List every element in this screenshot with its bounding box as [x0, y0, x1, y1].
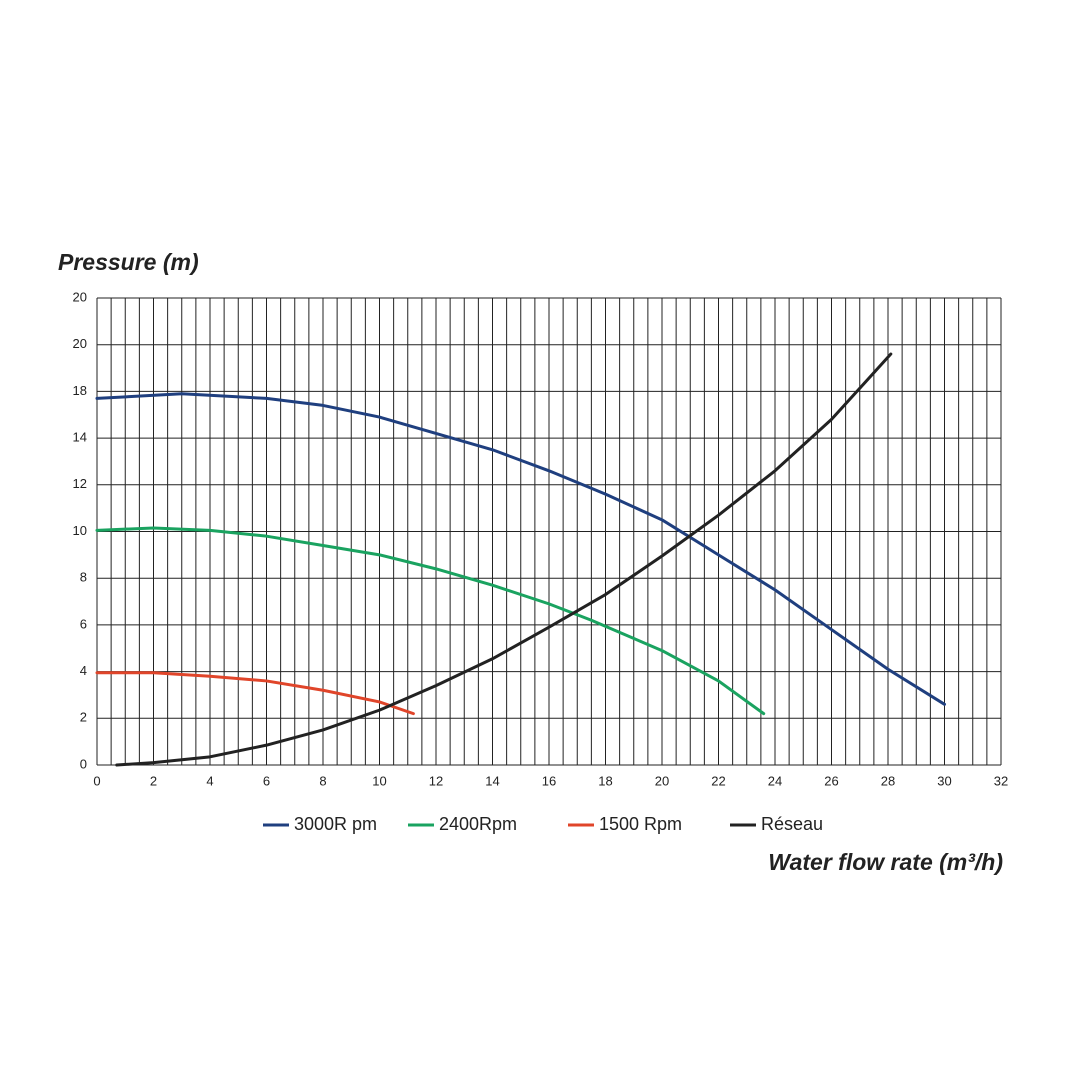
- x-tick-label: 6: [263, 773, 270, 788]
- y-tick-label: 10: [73, 523, 87, 538]
- x-tick-label: 8: [319, 773, 326, 788]
- x-tick-label: 32: [994, 773, 1008, 788]
- y-tick-label: 14: [73, 430, 87, 445]
- legend-label: 2400Rpm: [439, 814, 517, 834]
- legend-label: 3000R pm: [294, 814, 377, 834]
- y-tick-label: 0: [80, 756, 87, 771]
- x-tick-label: 22: [711, 773, 725, 788]
- x-tick-label: 10: [372, 773, 386, 788]
- x-tick-label: 18: [598, 773, 612, 788]
- x-tick-label: 24: [768, 773, 782, 788]
- x-tick-label: 16: [542, 773, 556, 788]
- x-tick-label: 14: [485, 773, 499, 788]
- x-tick-label: 0: [93, 773, 100, 788]
- x-tick-label: 4: [206, 773, 213, 788]
- y-tick-label: 8: [80, 570, 87, 585]
- y-tick-label: 20: [73, 336, 87, 351]
- series-line: [95, 392, 946, 706]
- y-tick-label: 6: [80, 616, 87, 631]
- legend-label: 1500 Rpm: [599, 814, 682, 834]
- y-tick-label: 20: [73, 289, 87, 304]
- legend-label: Réseau: [761, 814, 823, 834]
- x-tick-label: 28: [881, 773, 895, 788]
- series-line: [115, 352, 893, 767]
- x-tick-label: 20: [655, 773, 669, 788]
- y-axis-title: Pressure (m): [58, 249, 199, 275]
- series-line: [95, 671, 415, 716]
- x-tick-label: 30: [937, 773, 951, 788]
- x-tick-label: 26: [824, 773, 838, 788]
- x-tick-label: 2: [150, 773, 157, 788]
- x-axis-title: Water flow rate (m³/h): [768, 849, 1003, 875]
- y-tick-label: 2: [80, 710, 87, 725]
- y-tick-label: 18: [73, 383, 87, 398]
- y-tick-label: 12: [73, 476, 87, 491]
- y-tick-label: 4: [80, 663, 87, 678]
- x-tick-label: 12: [429, 773, 443, 788]
- series-line: [95, 526, 766, 716]
